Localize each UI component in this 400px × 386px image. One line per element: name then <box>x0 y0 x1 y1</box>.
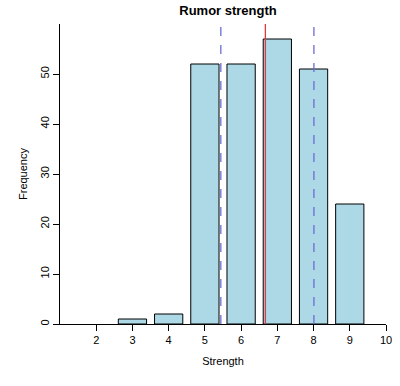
svg-text:Strength: Strength <box>202 355 244 367</box>
svg-text:7: 7 <box>274 334 280 346</box>
svg-text:9: 9 <box>347 334 353 346</box>
svg-text:5: 5 <box>202 334 208 346</box>
svg-text:10: 10 <box>380 334 392 346</box>
svg-text:20: 20 <box>39 216 51 228</box>
svg-text:4: 4 <box>166 334 172 346</box>
svg-text:50: 50 <box>39 66 51 78</box>
svg-text:3: 3 <box>129 334 135 346</box>
svg-text:2: 2 <box>93 334 99 346</box>
svg-text:40: 40 <box>39 116 51 128</box>
svg-text:Rumor strength: Rumor strength <box>179 3 277 18</box>
svg-text:0: 0 <box>39 319 51 325</box>
svg-text:6: 6 <box>238 334 244 346</box>
svg-text:Frequency: Frequency <box>17 148 29 200</box>
svg-text:30: 30 <box>39 166 51 178</box>
svg-text:8: 8 <box>310 334 316 346</box>
svg-text:10: 10 <box>39 266 51 278</box>
